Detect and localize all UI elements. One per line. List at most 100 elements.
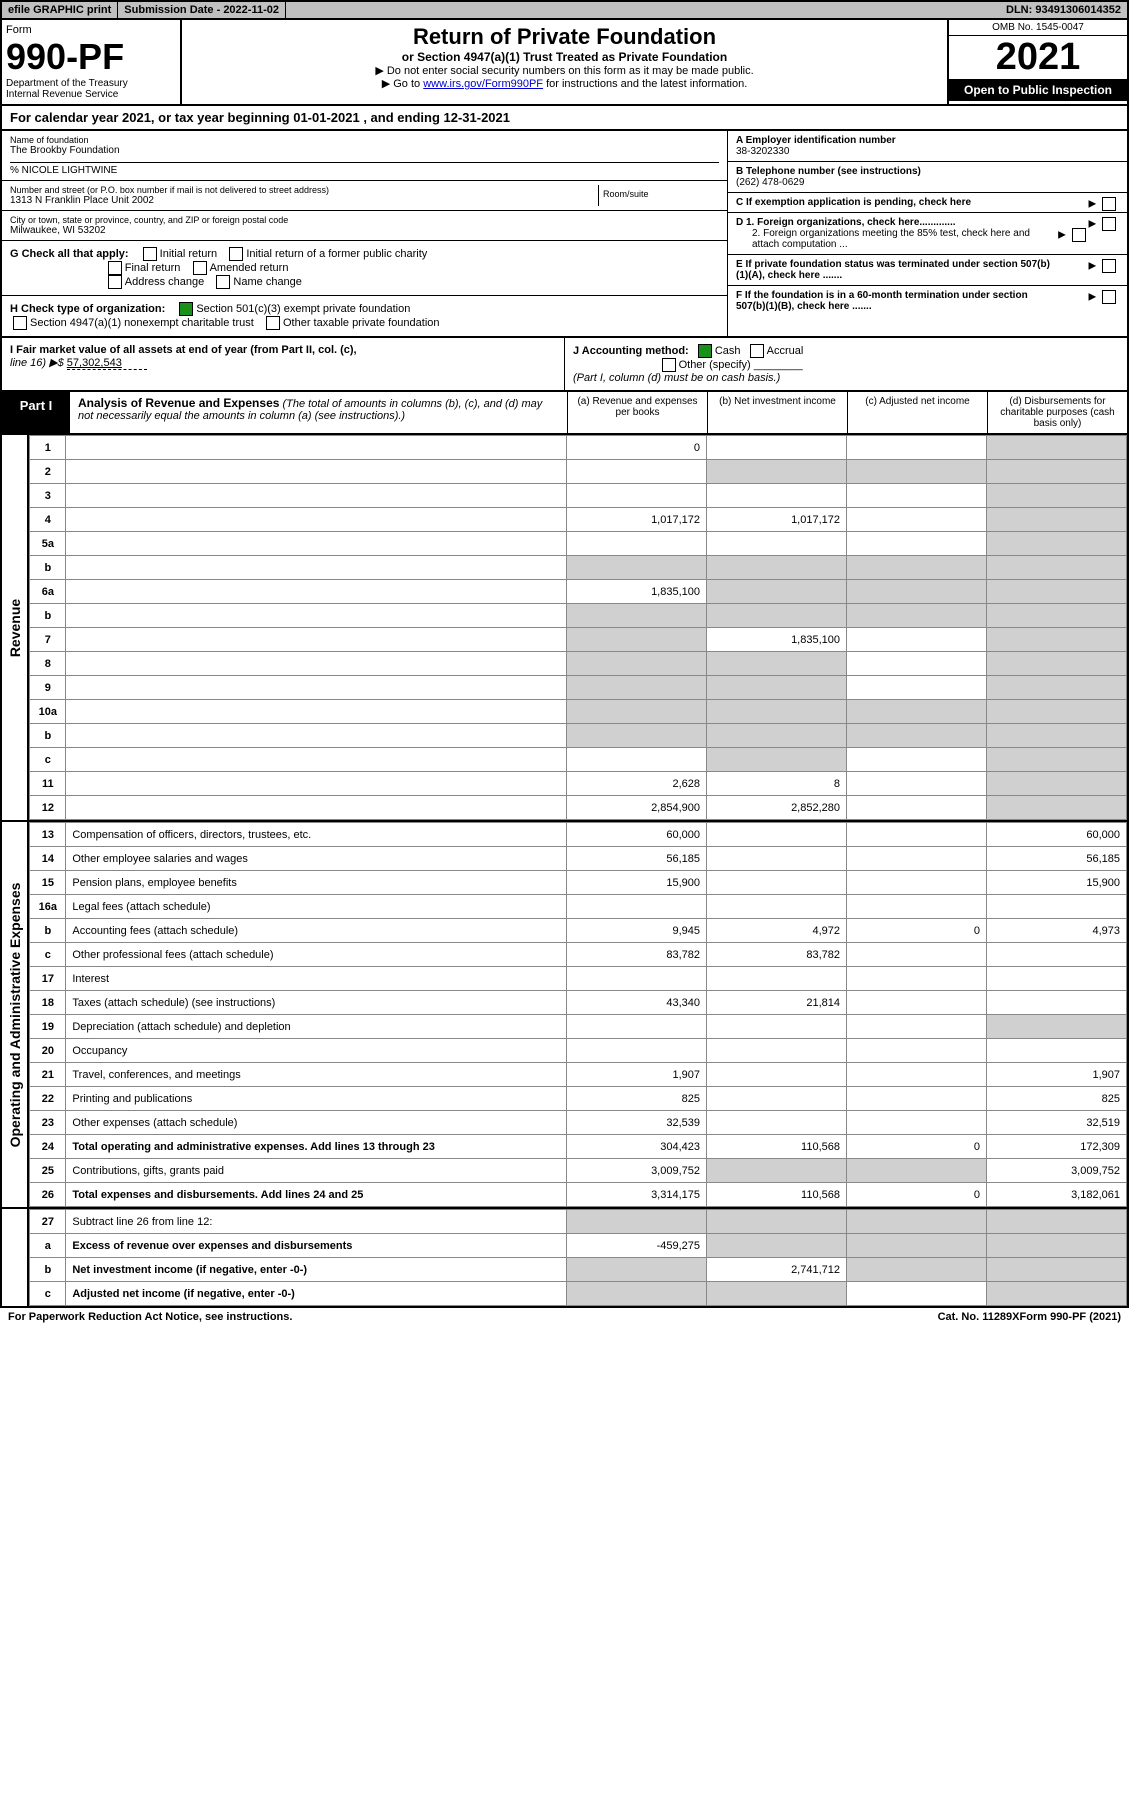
i-label: I Fair market value of all assets at end… bbox=[10, 344, 357, 356]
cat-no: Cat. No. 11289X bbox=[938, 1311, 1020, 1323]
f-label: F If the foundation is in a 60-month ter… bbox=[736, 290, 1056, 312]
revenue-table-wrap: Revenue 102341,017,1721,017,1725ab6a1,83… bbox=[0, 435, 1129, 822]
foreign-85-checkbox[interactable] bbox=[1072, 228, 1086, 242]
other-method-checkbox[interactable] bbox=[662, 358, 676, 372]
table-row: 122,854,9002,852,280 bbox=[30, 796, 1127, 820]
accrual-checkbox[interactable] bbox=[750, 344, 764, 358]
4947a1-checkbox[interactable] bbox=[13, 316, 27, 330]
table-row: bAccounting fees (attach schedule)9,9454… bbox=[30, 919, 1127, 943]
table-row: 8 bbox=[30, 652, 1127, 676]
instr-1: ▶ Do not enter social security numbers o… bbox=[192, 64, 937, 77]
revenue-side-label: Revenue bbox=[2, 435, 29, 820]
table-row: 23Other expenses (attach schedule)32,539… bbox=[30, 1111, 1127, 1135]
name-change-checkbox[interactable] bbox=[216, 275, 230, 289]
revenue-table: 102341,017,1721,017,1725ab6a1,835,100b71… bbox=[29, 435, 1127, 820]
col-d-header: (d) Disbursements for charitable purpose… bbox=[987, 392, 1127, 433]
tax-year: 2021 bbox=[949, 36, 1127, 79]
dln: DLN: 93491306014352 bbox=[1000, 2, 1127, 18]
table-row: 112,6288 bbox=[30, 772, 1127, 796]
table-row: cAdjusted net income (if negative, enter… bbox=[30, 1282, 1127, 1306]
table-row: 41,017,1721,017,172 bbox=[30, 508, 1127, 532]
fmv-value: 57,302,543 bbox=[67, 357, 147, 370]
submission-date: Submission Date - 2022-11-02 bbox=[118, 2, 286, 18]
expenses-table: 13Compensation of officers, directors, t… bbox=[29, 822, 1127, 1207]
table-row: cOther professional fees (attach schedul… bbox=[30, 943, 1127, 967]
care-of: % NICOLE LIGHTWINE bbox=[10, 162, 719, 176]
table-row: b bbox=[30, 556, 1127, 580]
table-row: 15Pension plans, employee benefits15,900… bbox=[30, 871, 1127, 895]
amended-return-checkbox[interactable] bbox=[193, 261, 207, 275]
501c3-checkbox[interactable] bbox=[179, 302, 193, 316]
e-label: E If private foundation status was termi… bbox=[736, 259, 1056, 281]
table-row: 3 bbox=[30, 484, 1127, 508]
g-label: G Check all that apply: bbox=[10, 248, 129, 260]
other-taxable-checkbox[interactable] bbox=[266, 316, 280, 330]
table-row: 10 bbox=[30, 436, 1127, 460]
foundation-address: 1313 N Franklin Place Unit 2002 bbox=[10, 195, 598, 206]
name-label: Name of foundation bbox=[10, 135, 719, 145]
ein-value: 38-3202330 bbox=[736, 146, 1119, 157]
table-row: 18Taxes (attach schedule) (see instructi… bbox=[30, 991, 1127, 1015]
d2-label: 2. Foreign organizations meeting the 85%… bbox=[736, 228, 1036, 250]
table-row: 27Subtract line 26 from line 12: bbox=[30, 1210, 1127, 1234]
status-terminated-checkbox[interactable] bbox=[1102, 259, 1116, 273]
initial-return-checkbox[interactable] bbox=[143, 247, 157, 261]
form-word: Form bbox=[6, 24, 176, 36]
table-row: 17Interest bbox=[30, 967, 1127, 991]
ein-label: A Employer identification number bbox=[736, 135, 1119, 146]
table-row: 6a1,835,100 bbox=[30, 580, 1127, 604]
bottom-table: 27Subtract line 26 from line 12:aExcess … bbox=[29, 1209, 1127, 1306]
instr-2: ▶ Go to www.irs.gov/Form990PF for instru… bbox=[192, 77, 937, 90]
table-row: 71,835,100 bbox=[30, 628, 1127, 652]
foundation-info: Name of foundation The Brookby Foundatio… bbox=[0, 131, 1129, 338]
addr-label: Number and street (or P.O. box number if… bbox=[10, 185, 598, 195]
table-row: b bbox=[30, 724, 1127, 748]
efile-label[interactable]: efile GRAPHIC print bbox=[2, 2, 118, 18]
part1-label: Part I bbox=[2, 392, 70, 433]
table-row: 13Compensation of officers, directors, t… bbox=[30, 823, 1127, 847]
foundation-city: Milwaukee, WI 53202 bbox=[10, 225, 719, 236]
exemption-pending-checkbox[interactable] bbox=[1102, 197, 1116, 211]
omb-number: OMB No. 1545-0047 bbox=[949, 20, 1127, 36]
col-a-header: (a) Revenue and expenses per books bbox=[567, 392, 707, 433]
final-return-checkbox[interactable] bbox=[108, 261, 122, 275]
expenses-table-wrap: Operating and Administrative Expenses 13… bbox=[0, 822, 1129, 1209]
form-subtitle: or Section 4947(a)(1) Trust Treated as P… bbox=[192, 50, 937, 64]
table-row: 26Total expenses and disbursements. Add … bbox=[30, 1183, 1127, 1207]
top-bar: efile GRAPHIC print Submission Date - 20… bbox=[0, 0, 1129, 20]
table-row: 10a bbox=[30, 700, 1127, 724]
table-row: c bbox=[30, 748, 1127, 772]
foreign-org-checkbox[interactable] bbox=[1102, 217, 1116, 231]
form-title: Return of Private Foundation bbox=[192, 24, 937, 50]
table-row: 24Total operating and administrative exp… bbox=[30, 1135, 1127, 1159]
part1-header: Part I Analysis of Revenue and Expenses … bbox=[0, 392, 1129, 435]
j-label: J Accounting method: bbox=[573, 345, 689, 357]
table-row: b bbox=[30, 604, 1127, 628]
h-label: H Check type of organization: bbox=[10, 303, 165, 315]
table-row: aExcess of revenue over expenses and dis… bbox=[30, 1234, 1127, 1258]
cash-checkbox[interactable] bbox=[698, 344, 712, 358]
table-row: 20Occupancy bbox=[30, 1039, 1127, 1063]
expenses-side-label: Operating and Administrative Expenses bbox=[2, 822, 29, 1207]
dept-treasury: Department of the Treasury Internal Reve… bbox=[6, 78, 176, 100]
paperwork-notice: For Paperwork Reduction Act Notice, see … bbox=[8, 1311, 938, 1323]
address-change-checkbox[interactable] bbox=[108, 275, 122, 289]
j-note: (Part I, column (d) must be on cash basi… bbox=[573, 372, 780, 384]
table-row: 22Printing and publications825825 bbox=[30, 1087, 1127, 1111]
60month-checkbox[interactable] bbox=[1102, 290, 1116, 304]
table-row: 2 bbox=[30, 460, 1127, 484]
table-row: 5a bbox=[30, 532, 1127, 556]
room-suite-label: Room/suite bbox=[599, 185, 719, 206]
table-row: 25Contributions, gifts, grants paid3,009… bbox=[30, 1159, 1127, 1183]
initial-return-former-checkbox[interactable] bbox=[229, 247, 243, 261]
col-b-header: (b) Net investment income bbox=[707, 392, 847, 433]
table-row: 9 bbox=[30, 676, 1127, 700]
table-row: 16aLegal fees (attach schedule) bbox=[30, 895, 1127, 919]
page-footer: For Paperwork Reduction Act Notice, see … bbox=[0, 1308, 1129, 1326]
table-row: bNet investment income (if negative, ent… bbox=[30, 1258, 1127, 1282]
open-public-badge: Open to Public Inspection bbox=[949, 79, 1127, 101]
table-row: 14Other employee salaries and wages56,18… bbox=[30, 847, 1127, 871]
form-ref: Form 990-PF (2021) bbox=[1020, 1311, 1121, 1323]
form990pf-link[interactable]: www.irs.gov/Form990PF bbox=[423, 78, 543, 90]
d1-label: D 1. Foreign organizations, check here..… bbox=[736, 217, 956, 228]
